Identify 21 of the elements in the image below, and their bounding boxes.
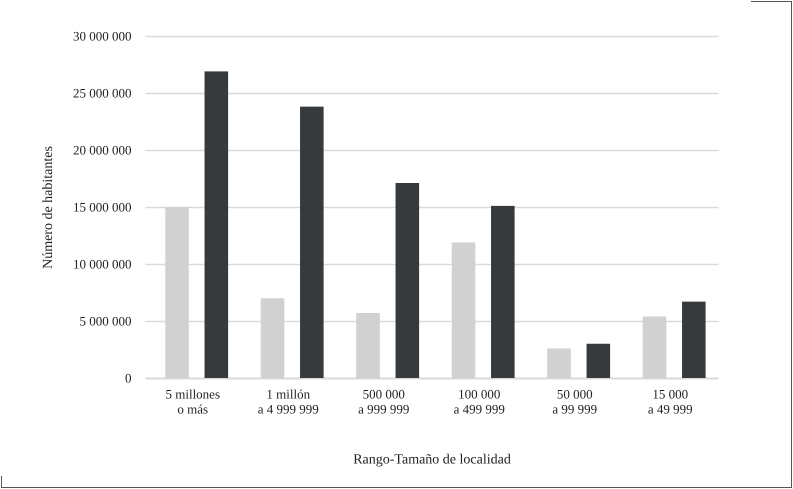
bar bbox=[204, 71, 228, 378]
y-tick-label: 30 000 000 bbox=[73, 28, 132, 44]
x-tick-label: 100 000 a 499 999 bbox=[454, 386, 505, 416]
y-tick-label: 20 000 000 bbox=[73, 142, 132, 158]
x-tick-label: 1 millón a 4 999 999 bbox=[258, 386, 319, 416]
y-tick-label: 0 bbox=[125, 370, 132, 386]
bar bbox=[396, 183, 420, 378]
x-tick-label: 5 millones o más bbox=[165, 386, 220, 416]
x-tick-label: 500 000 a 999 999 bbox=[358, 386, 410, 416]
y-tick-label: 15 000 000 bbox=[73, 200, 132, 214]
y-tick-label: 10 000 000 bbox=[73, 256, 132, 272]
y-tick-label: 25 000 000 bbox=[73, 86, 132, 100]
y-axis-title: Número de habitantes bbox=[41, 146, 56, 269]
x-tick-label: 15 000 a 49 999 bbox=[648, 386, 693, 416]
bar bbox=[586, 344, 610, 378]
bar bbox=[491, 206, 515, 378]
y-tick-label: 5 000 000 bbox=[80, 314, 132, 328]
bar bbox=[300, 106, 324, 378]
bar bbox=[682, 302, 706, 378]
x-axis-title: Rango-Tamaño de localidad bbox=[353, 452, 511, 468]
x-tick-label: 50 000 a 99 999 bbox=[552, 386, 598, 416]
